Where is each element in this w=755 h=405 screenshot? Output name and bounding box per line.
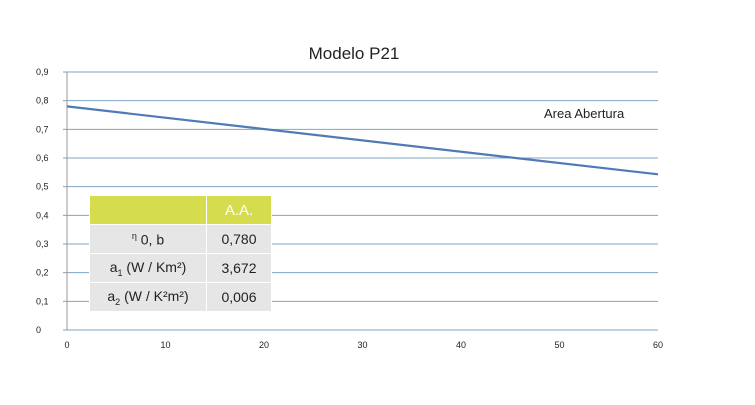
y-tick-label: 0,7: [36, 124, 49, 134]
gridlines: [63, 71, 658, 331]
y-tick-label: 0,1: [36, 296, 49, 306]
x-tick-label: 50: [554, 340, 564, 350]
y-tick-label: 0,2: [36, 268, 49, 278]
a2-subscript: 2: [115, 296, 121, 307]
table-header-blank: [89, 195, 207, 225]
x-tick-label: 60: [653, 340, 663, 350]
table-row: a1 (W / Km²) 3,672: [89, 253, 272, 283]
x-tick-label: 30: [357, 340, 367, 350]
series-label: Area Abertura: [544, 106, 625, 121]
eta-symbol: η: [131, 230, 137, 241]
x-tick-label: 10: [160, 340, 170, 350]
coefficient-table: A.A. η 0, b 0,780 a1 (W / Km²) 3,672 a2 …: [89, 195, 272, 312]
y-tick-label: 0: [36, 325, 41, 335]
y-tick-label: 0,9: [36, 67, 49, 77]
x-tick-label: 0: [64, 340, 69, 350]
a2-symbol: a: [107, 287, 116, 304]
eta-subscript: 0, b: [140, 231, 165, 248]
row-label-a2: a2 (W / K²m²): [89, 282, 207, 312]
row-value-a1: 3,672: [206, 253, 272, 283]
y-tick-label: 0,3: [36, 239, 49, 249]
table-header-row: A.A.: [89, 195, 272, 225]
y-tick-label: 0,6: [36, 153, 49, 163]
table-header-aa: A.A.: [206, 195, 272, 225]
x-tick-label: 20: [259, 340, 269, 350]
series-line: [66, 105, 659, 176]
x-tick-label: 40: [456, 340, 466, 350]
y-tick-label: 0,4: [36, 210, 49, 220]
table-row: a2 (W / K²m²) 0,006: [89, 282, 272, 312]
table-row: η 0, b 0,780: [89, 224, 272, 254]
chart-title: Modelo P21: [309, 44, 400, 63]
x-axis-ticks: 0 10 20 30 40 50 60: [64, 340, 663, 350]
a1-subscript: 1: [117, 267, 123, 278]
y-tick-label: 0,8: [36, 96, 49, 106]
row-value-a2: 0,006: [206, 282, 272, 312]
a2-unit: (W / K²m²): [124, 287, 189, 304]
series-layer: [66, 105, 659, 176]
y-tick-label: 0,5: [36, 182, 49, 192]
a1-unit: (W / Km²): [126, 258, 187, 275]
y-axis-ticks: 0 0,1 0,2 0,3 0,4 0,5 0,6 0,7 0,8 0,9: [36, 67, 49, 335]
row-label-a1: a1 (W / Km²): [89, 253, 207, 283]
row-value-eta: 0,780: [206, 224, 272, 254]
row-label-eta: η 0, b: [89, 224, 207, 254]
a1-symbol: a: [109, 258, 118, 275]
